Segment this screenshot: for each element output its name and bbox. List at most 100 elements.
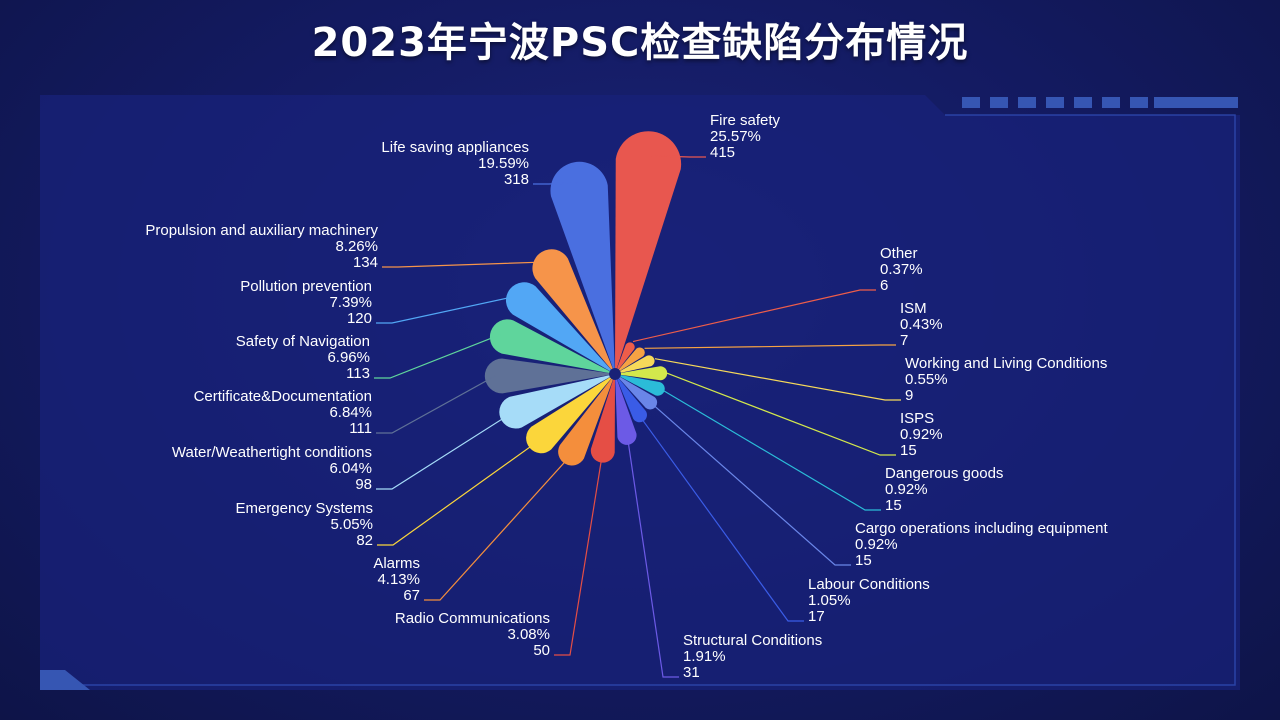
leader-line	[382, 261, 548, 268]
chart-labels: Fire safety25.57%415Other0.37%6ISM0.43%7…	[145, 112, 1108, 681]
slice-label-value: 82	[356, 532, 373, 549]
leader-line	[654, 406, 851, 566]
slice-label-name: Water/Weathertight conditions	[172, 444, 372, 461]
rose-slice	[526, 377, 612, 454]
rose-slice	[617, 342, 635, 370]
rose-slice	[550, 161, 615, 369]
slice-label-value: 415	[710, 144, 735, 161]
rose-slice	[619, 377, 658, 410]
slice-label-name: Radio Communications	[395, 610, 550, 627]
rose-slice	[620, 355, 655, 373]
slice-label-percent: 0.55%	[905, 371, 948, 388]
slice-label-percent: 7.39%	[329, 294, 372, 311]
leader-line	[642, 420, 804, 622]
slice-label-name: Other	[880, 245, 918, 262]
frame-accent-block	[990, 97, 1008, 108]
leader-line	[376, 414, 510, 490]
rose-slice	[532, 249, 613, 370]
leader-line	[649, 155, 706, 158]
slice-label-value: 50	[533, 642, 550, 659]
rose-slice	[590, 379, 615, 463]
frame-corner-accent	[40, 670, 90, 690]
slice-label-name: ISPS	[900, 410, 934, 427]
slice-label-percent: 0.92%	[900, 426, 943, 443]
slice-label-value: 7	[900, 332, 908, 349]
rose-slice	[620, 366, 668, 381]
slice-label-percent: 0.92%	[885, 481, 928, 498]
slice-label-percent: 6.96%	[327, 349, 370, 366]
leader-line	[376, 375, 496, 434]
slice-label-percent: 1.91%	[683, 648, 726, 665]
leader-line	[424, 457, 569, 601]
leader-line	[654, 358, 901, 401]
slice-label-name: Certificate&Documentation	[194, 388, 372, 405]
frame-accent-block	[1130, 97, 1148, 108]
slice-label-name: Structural Conditions	[683, 632, 822, 649]
slice-label-percent: 3.08%	[507, 626, 550, 643]
slice-label-name: Cargo operations including equipment	[855, 520, 1108, 537]
leader-line	[374, 334, 501, 379]
slice-label-name: Safety of Navigation	[236, 333, 370, 350]
frame-accent-block	[1074, 97, 1092, 108]
page-title: 2023年宁波PSC检查缺陷分布情况	[311, 20, 969, 66]
slice-label-value: 98	[355, 476, 372, 493]
slice-label-value: 31	[683, 664, 700, 681]
slice-label-name: Pollution prevention	[240, 278, 372, 295]
frame-accent-block	[962, 97, 980, 108]
frame-border	[40, 114, 1236, 686]
slice-label-value: 111	[349, 420, 372, 437]
slice-label-percent: 1.05%	[808, 592, 851, 609]
slice-label-value: 113	[346, 365, 370, 382]
leader-line	[632, 289, 876, 343]
frame-accent-block	[1046, 97, 1064, 108]
slice-label-name: Working and Living Conditions	[905, 355, 1107, 372]
slice-label-name: Emergency Systems	[235, 500, 373, 517]
frame-accent-bar	[1154, 97, 1238, 108]
leader-line	[666, 372, 896, 456]
chart-frame: Fire safety 25.57% 415 Other 0.37% 6 ISM 0.43% 7…	[40, 95, 1240, 690]
slice-label-value: 67	[403, 587, 420, 604]
leader-line	[377, 442, 537, 546]
slice-label-name: Dangerous goods	[885, 465, 1003, 482]
slice-label-percent: 0.37%	[880, 261, 923, 278]
slice-label-value: 15	[855, 552, 872, 569]
slice-label-value: 6	[880, 277, 888, 294]
slice-label-name: Life saving appliances	[381, 139, 529, 156]
slice-label-percent: 5.05%	[330, 516, 373, 533]
rose-slice	[618, 347, 645, 371]
leader-line	[533, 182, 578, 185]
rose-slice	[499, 375, 610, 429]
rose-chart: Fire safety25.57%415Other0.37%6ISM0.43%7…	[40, 95, 1240, 690]
slice-label-percent: 6.84%	[329, 404, 372, 421]
leader-line	[554, 457, 603, 656]
slice-label-name: Fire safety	[710, 112, 781, 129]
slice-label-percent: 4.13%	[377, 571, 420, 588]
rose-slice	[620, 375, 665, 396]
slice-label-percent: 6.04%	[329, 460, 372, 477]
slice-label-value: 15	[885, 497, 902, 514]
rose-slice	[505, 282, 611, 371]
slice-label-percent: 0.92%	[855, 536, 898, 553]
slice-label-name: Alarms	[373, 555, 420, 572]
slice-label-name: Propulsion and auxiliary machinery	[145, 222, 378, 239]
rose-slice	[489, 319, 610, 373]
slice-label-name: ISM	[900, 300, 927, 317]
slice-label-value: 15	[900, 442, 917, 459]
chart-leader-lines	[374, 155, 901, 678]
frame-accent-block	[1018, 97, 1036, 108]
slice-label-value: 134	[353, 254, 378, 271]
slice-label-value: 17	[808, 608, 825, 625]
rose-slice	[558, 378, 613, 466]
rose-slice	[617, 378, 647, 423]
slice-label-value: 120	[347, 310, 372, 327]
slice-label-percent: 8.26%	[335, 238, 378, 255]
chart-petals	[484, 131, 682, 466]
rose-slice	[615, 379, 637, 445]
slice-label-name: Labour Conditions	[808, 576, 930, 593]
slice-label-value: 318	[504, 171, 529, 188]
slice-label-percent: 0.43%	[900, 316, 943, 333]
rose-slice	[615, 131, 682, 369]
slice-label-percent: 25.57%	[710, 128, 761, 145]
leader-line	[627, 441, 679, 678]
